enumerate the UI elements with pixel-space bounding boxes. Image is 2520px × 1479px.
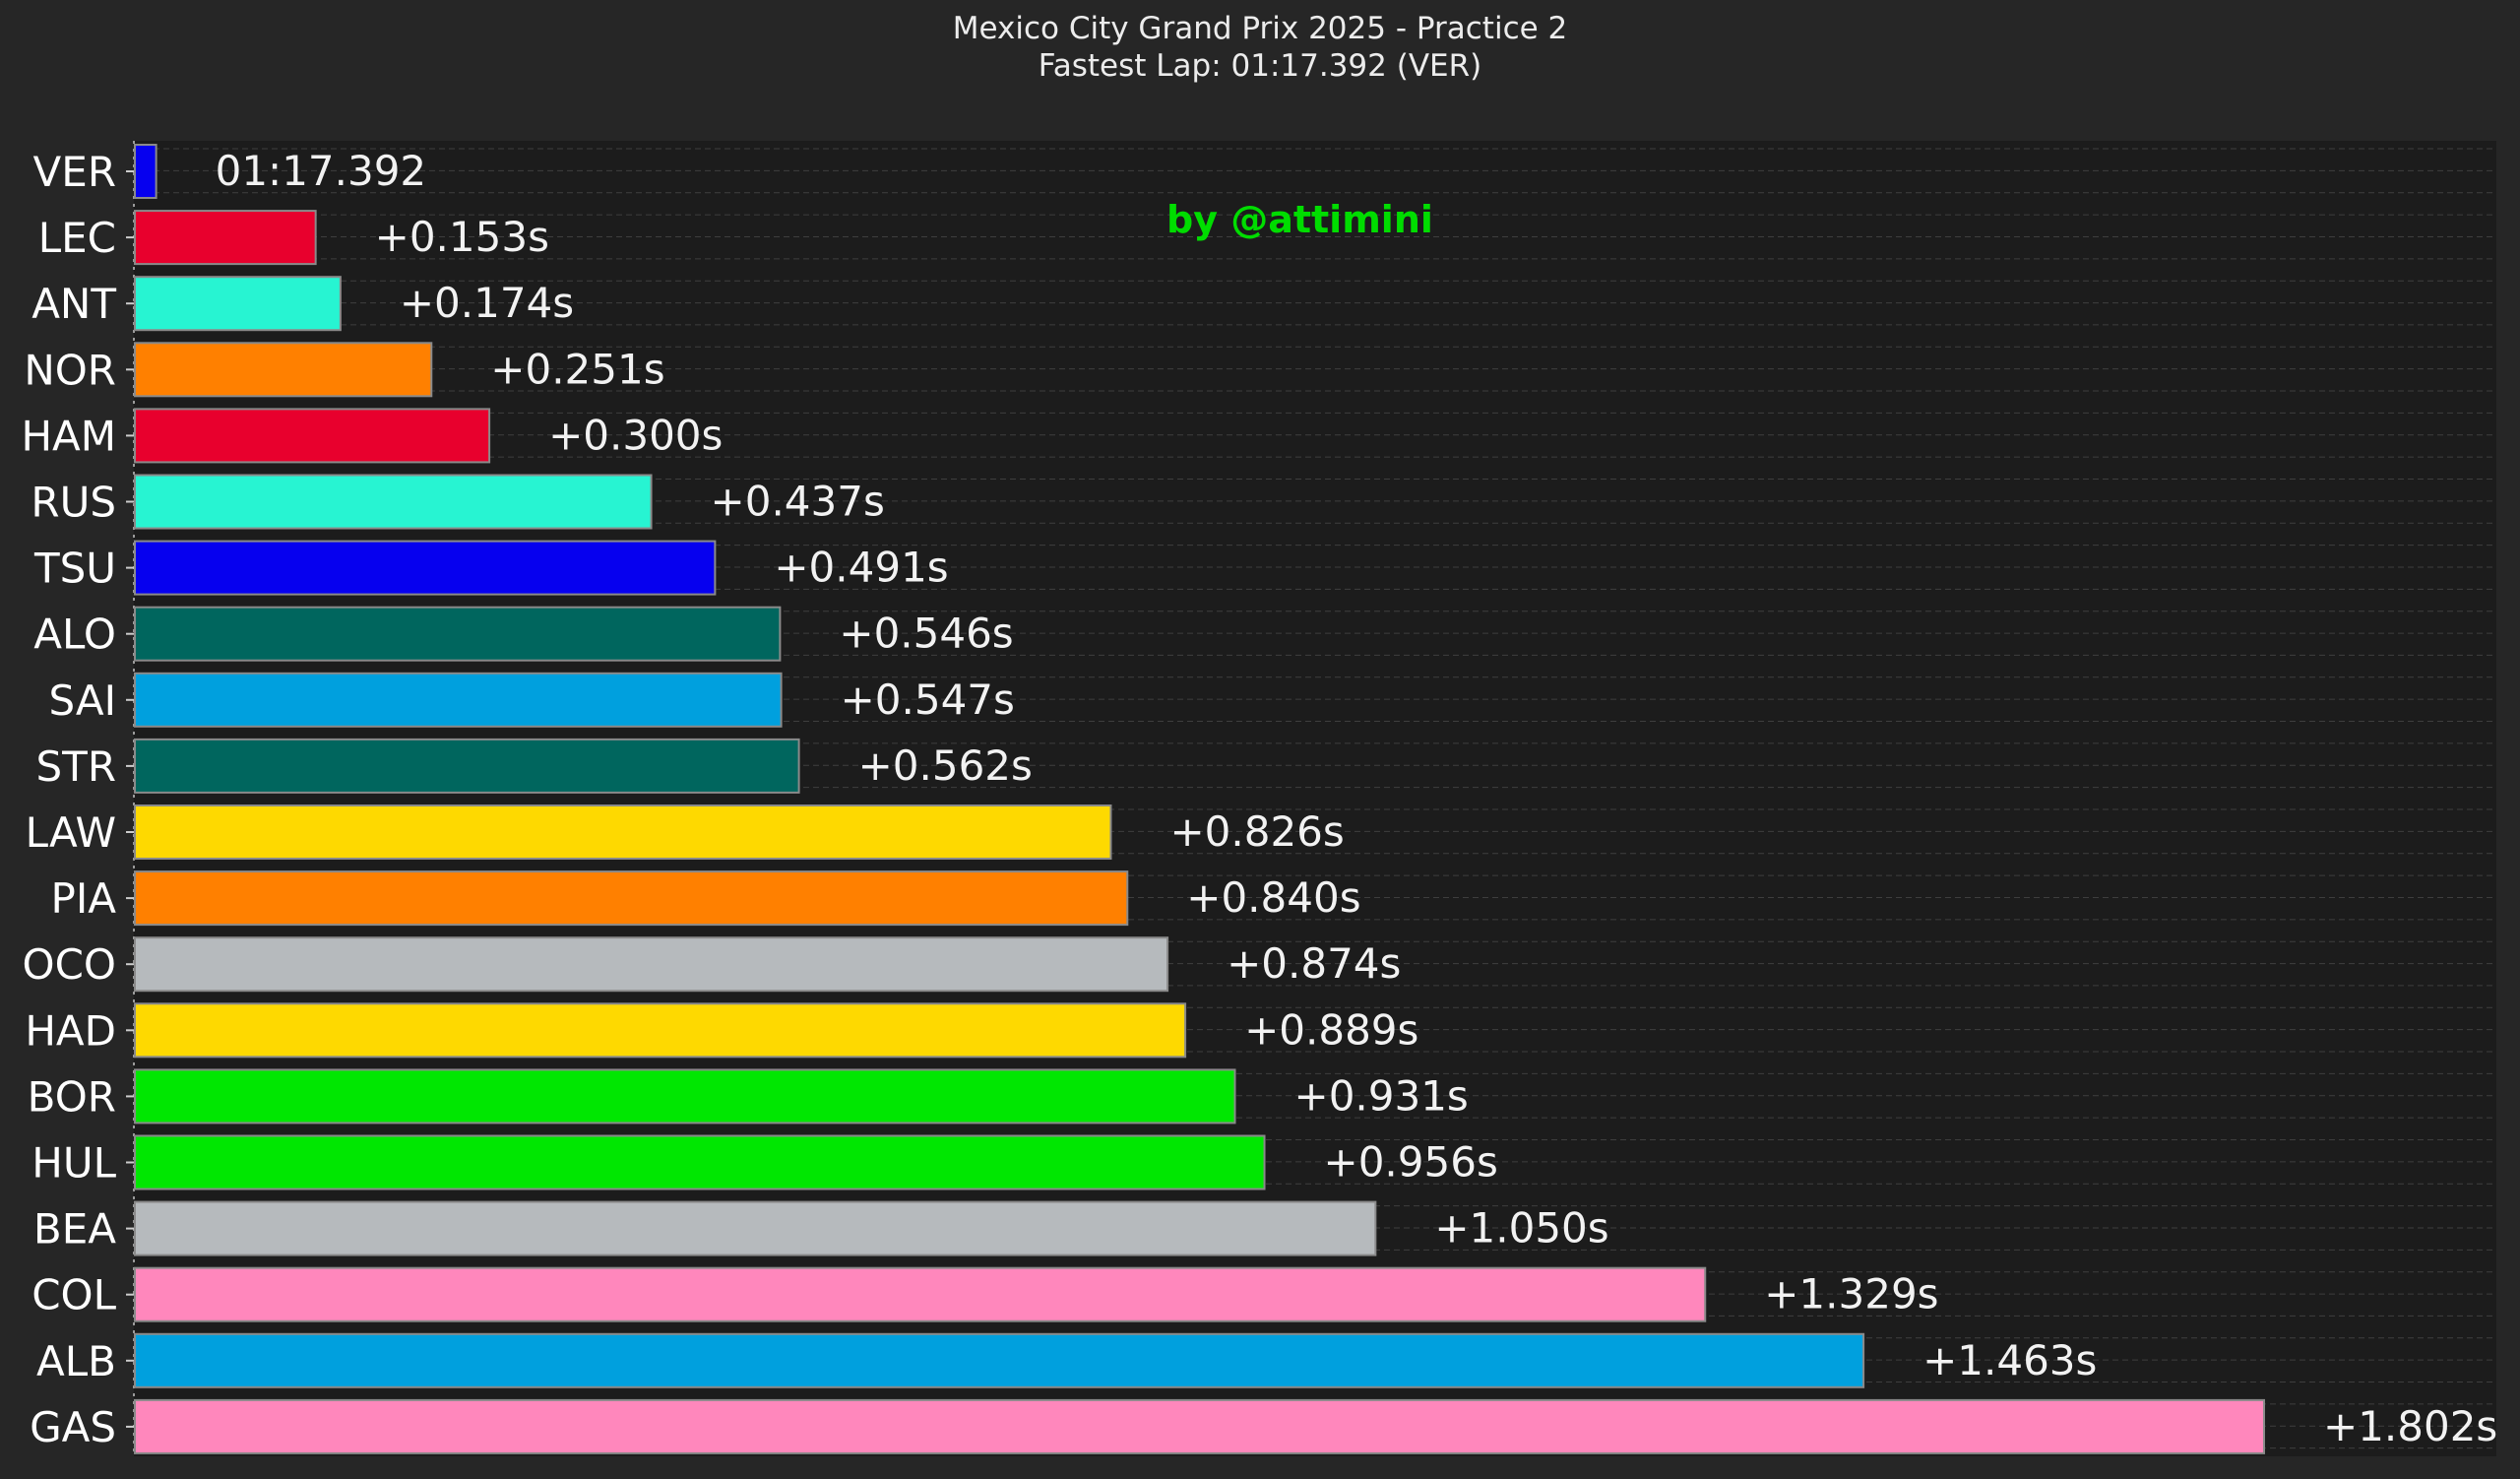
- plot-background: [134, 141, 2496, 1456]
- y-tick-label: TSU: [33, 545, 116, 593]
- y-tick-label: ALB: [36, 1337, 116, 1385]
- bar-ham: [134, 408, 491, 464]
- y-tick-label: STR: [36, 742, 117, 791]
- chart-subtitle: Fastest Lap: 01:17.392 (VER): [1038, 48, 1482, 84]
- bar-alb: [134, 1332, 1865, 1388]
- data-label: +0.889s: [1244, 1005, 1418, 1054]
- bar-lec: [134, 210, 317, 266]
- bar-law: [134, 804, 1112, 860]
- y-tick-label: HAD: [25, 1006, 116, 1055]
- data-label: +0.174s: [400, 279, 574, 327]
- y-tick-label: HUL: [32, 1139, 116, 1188]
- data-label: +0.251s: [490, 345, 664, 393]
- y-axis: VER LEC ANT NOR HAM RUS TSU ALO SAI STR LAW PIA OCO H…: [21, 141, 135, 1456]
- y-tick-label: ANT: [32, 280, 116, 328]
- bar-ant: [134, 276, 342, 332]
- data-label: +0.300s: [548, 411, 723, 459]
- data-label: +1.050s: [1434, 1204, 1608, 1253]
- y-tick-label: BOR: [28, 1072, 116, 1121]
- y-tick-label: LAW: [26, 808, 116, 857]
- y-tick-label: BEA: [33, 1205, 116, 1254]
- bar-had: [134, 1002, 1187, 1059]
- bars: [134, 144, 2265, 1454]
- labels: 01:17.392 +0.153s +0.174s +0.251s +0.300s +0.…: [216, 147, 2498, 1450]
- data-label: 01:17.392: [216, 147, 427, 195]
- data-label: +0.562s: [858, 741, 1033, 790]
- bar-oco: [134, 936, 1169, 993]
- data-label: +1.802s: [2323, 1402, 2497, 1450]
- data-label: +0.546s: [839, 610, 1013, 658]
- chart-title: Mexico City Grand Prix 2025 - Practice 2: [952, 11, 1568, 46]
- bar-rus: [134, 474, 653, 530]
- data-label: +0.956s: [1324, 1138, 1498, 1187]
- y-tick-label: PIA: [51, 874, 117, 923]
- y-tick-label: VER: [33, 148, 116, 196]
- y-tick-label: SAI: [48, 676, 116, 725]
- chart-title-block: Mexico City Grand Prix 2025 - Practice 2…: [0, 10, 2520, 85]
- bar-tsu: [134, 540, 717, 596]
- data-label: +0.826s: [1169, 807, 1344, 856]
- data-label: +1.463s: [1922, 1336, 2097, 1384]
- data-label: +0.931s: [1294, 1071, 1469, 1120]
- y-tick-label: LEC: [38, 214, 116, 262]
- bar-gas: [134, 1398, 2265, 1454]
- y-tick-label: RUS: [31, 479, 116, 527]
- data-label: +0.874s: [1227, 939, 1401, 988]
- bar-nor: [134, 342, 433, 398]
- bar-bor: [134, 1068, 1236, 1125]
- bar-sai: [134, 672, 783, 728]
- bar-hul: [134, 1134, 1266, 1190]
- bar-str: [134, 738, 800, 794]
- bar-col: [134, 1266, 1707, 1322]
- data-label: +0.840s: [1186, 873, 1360, 922]
- data-label: +1.329s: [1764, 1270, 1938, 1318]
- bar-pia: [134, 870, 1129, 927]
- bar-ver: [134, 144, 158, 199]
- y-tick-label: HAM: [21, 412, 116, 460]
- data-label: +0.153s: [375, 213, 549, 261]
- data-label: +0.437s: [711, 478, 885, 526]
- bar-bea: [134, 1200, 1377, 1256]
- watermark-text: by @attimini: [1166, 198, 1433, 241]
- data-label: +0.547s: [841, 675, 1015, 724]
- y-tick-label: ALO: [33, 611, 116, 659]
- y-tick-label: NOR: [24, 346, 116, 394]
- y-tick-label: COL: [32, 1271, 116, 1319]
- bar-alo: [134, 606, 782, 662]
- data-label: +0.491s: [774, 544, 948, 592]
- y-tick-label: GAS: [30, 1403, 116, 1451]
- y-tick-label: OCO: [23, 940, 116, 989]
